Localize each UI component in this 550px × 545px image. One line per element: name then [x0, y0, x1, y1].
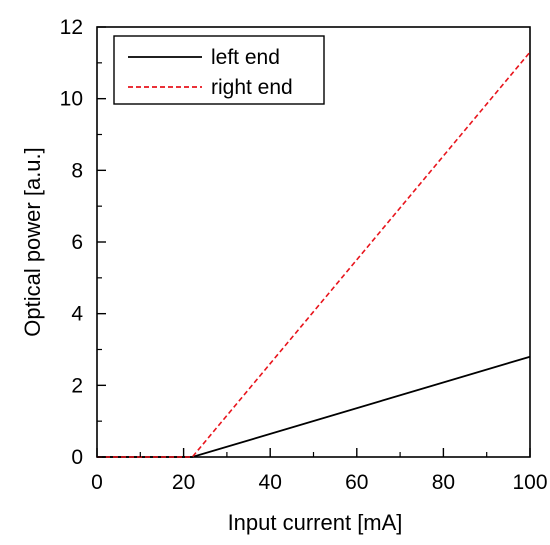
x-axis-label: Input current [mA]	[228, 510, 403, 535]
y-tick-label: 8	[71, 159, 83, 182]
series-line-left-end	[97, 355, 531, 458]
legend-label: left end	[211, 46, 280, 69]
y-tick-label: 6	[71, 231, 83, 254]
y-tick-label: 12	[60, 16, 83, 39]
x-tick-label: 0	[91, 471, 103, 494]
x-tick-label: 20	[172, 471, 195, 494]
x-tick-label: 100	[512, 471, 547, 494]
y-tick-label: 2	[71, 374, 83, 397]
y-axis-label: Optical power [a.u.]	[20, 147, 45, 337]
y-tick-label: 10	[60, 88, 83, 111]
y-tick-label: 0	[71, 446, 83, 469]
x-tick-label: 40	[259, 471, 282, 494]
y-tick-label: 4	[71, 303, 83, 326]
legend: left end right end	[113, 35, 325, 105]
legend-label: right end	[211, 76, 293, 99]
x-tick-label: 80	[432, 471, 455, 494]
axis-ticks: 0 20 40 60 80 100 0 2 4 6 8 10 12	[60, 16, 548, 494]
x-tick-label: 60	[345, 471, 368, 494]
legend-box	[113, 35, 325, 105]
series-lines	[97, 51, 531, 458]
series-line-right-end	[97, 51, 531, 458]
